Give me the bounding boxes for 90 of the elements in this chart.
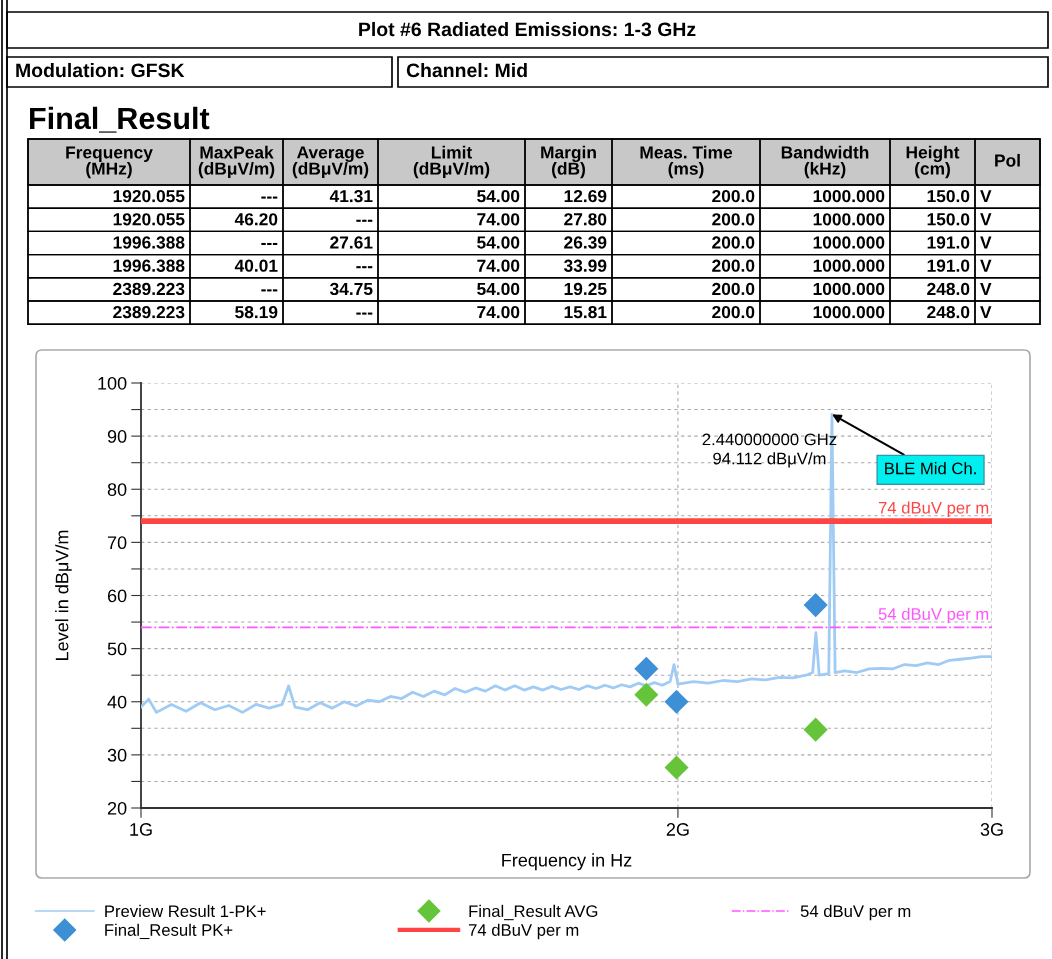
text: 191.0 [927, 236, 970, 249]
legend-label: Final_Result AVG [469, 904, 598, 921]
text: Meas. Time (ms) [640, 145, 733, 179]
text: 200.0 [712, 189, 755, 203]
text: 1920.055 [113, 189, 185, 203]
y-tick-label: 20 [107, 801, 127, 815]
text: 54.00 [477, 236, 520, 249]
text: V [980, 236, 992, 249]
text: 1000.000 [813, 213, 885, 226]
text: 2389.223 [113, 305, 185, 319]
text: 248.0 [927, 305, 970, 319]
text: 150.0 [927, 213, 970, 226]
text: Modulation: GFSK [16, 62, 185, 78]
y-tick-label: 60 [107, 589, 127, 603]
text: 27.80 [564, 213, 607, 226]
legend-label: Preview Result 1-PK+ [105, 904, 266, 918]
text: 200.0 [712, 213, 755, 226]
ref-line-label: 74 dBuV per m [878, 501, 989, 517]
annotation: BLE Mid Ch. [885, 462, 976, 475]
text: V [980, 282, 992, 295]
text: Height (cm) [906, 145, 960, 179]
text: 200.0 [712, 282, 755, 296]
text: 15.81 [564, 305, 607, 319]
text: 1996.388 [113, 236, 185, 249]
text: 74.00 [477, 305, 520, 319]
x-axis-title: Frequency in Hz [502, 853, 632, 871]
x-tick-label: 3G [980, 823, 1003, 836]
x-tick-label: 2G [666, 823, 689, 836]
text: 74.00 [477, 259, 520, 272]
text: 33.99 [563, 259, 607, 272]
text: Limit (dBμV/m) [413, 145, 490, 179]
text: 191.0 [927, 259, 970, 272]
text: 1996.388 [113, 259, 185, 272]
ref-line-label: 54 dBuV per m [878, 607, 989, 624]
text: 1000.000 [813, 282, 885, 296]
text: 41.31 [329, 189, 373, 203]
text: 46.20 [234, 213, 278, 226]
text: 2389.223 [113, 282, 185, 296]
text: Final_Result [30, 106, 210, 133]
y-tick-label: 30 [107, 748, 127, 762]
text: 19.25 [564, 282, 607, 296]
text: 1000.000 [813, 236, 885, 249]
y-tick-label: 40 [107, 695, 127, 709]
text: --- [261, 196, 278, 199]
x-tick-label: 1G [130, 823, 152, 836]
text: 34.75 [329, 282, 373, 296]
text: V [980, 213, 992, 226]
text: Frequency (MHz) [66, 146, 153, 179]
text: Bandwidth (kHz) [781, 145, 869, 179]
text: 58.19 [235, 305, 278, 319]
text: --- [356, 266, 373, 269]
text: --- [261, 242, 278, 246]
text: Average (dBμV/m) [292, 146, 369, 179]
text: 54.00 [477, 189, 520, 203]
text: 74 dBuV per m [468, 923, 579, 940]
legend-label: Final_Result PK+ [105, 923, 233, 940]
text: 200.0 [712, 305, 755, 319]
text: 40.01 [234, 259, 278, 272]
text: 1000.000 [813, 305, 885, 319]
y-tick-label: 70 [107, 536, 127, 550]
text: 54 dBuV per m [800, 904, 911, 921]
y-axis-title: Level in dBμV/m [55, 530, 72, 660]
text: 1000.000 [813, 259, 885, 272]
text: 54.00 [477, 282, 520, 296]
text: --- [261, 289, 278, 292]
text: --- [356, 312, 373, 315]
text: 1000.000 [813, 189, 885, 203]
y-tick-label: 100 [98, 376, 127, 390]
text: 1920.055 [113, 213, 185, 226]
text: --- [356, 219, 373, 222]
text: Plot #6 Radiated Emissions: 1-3 GHz [359, 21, 696, 37]
text: MaxPeak (dBμV/m) [198, 145, 275, 179]
y-tick-label: 90 [107, 430, 127, 443]
y-tick-label: 80 [107, 483, 127, 496]
text: V [980, 259, 992, 272]
text: 150.0 [927, 189, 970, 203]
text: Pol [995, 153, 1020, 167]
text: 26.39 [564, 236, 607, 249]
text: V [980, 190, 992, 203]
text: V [980, 306, 992, 319]
text: 12.69 [564, 189, 607, 203]
text: Channel: Mid [406, 62, 527, 78]
text: 248.0 [927, 282, 970, 296]
text: Margin (dB) [541, 145, 596, 179]
text: 200.0 [712, 259, 755, 272]
text: 27.61 [330, 236, 373, 249]
text: 74.00 [477, 213, 520, 226]
text: 200.0 [712, 236, 755, 249]
annotation: 2.440000000 GHz 94.112 dBμV/m [702, 433, 837, 468]
y-tick-label: 50 [107, 642, 127, 656]
